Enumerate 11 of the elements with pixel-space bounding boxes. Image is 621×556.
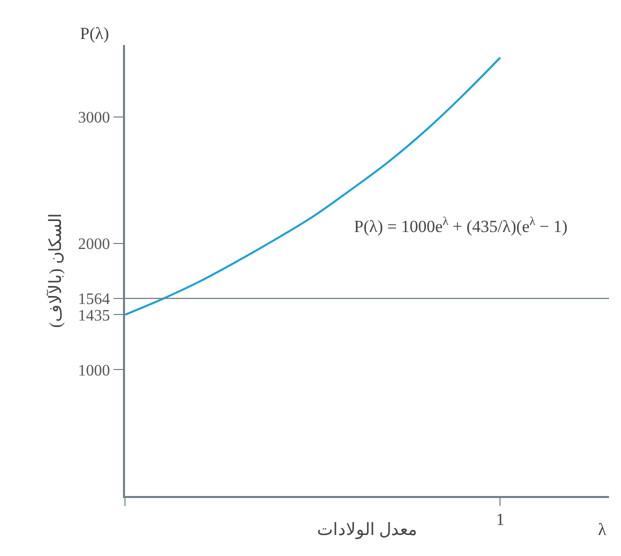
y-tick-label: 1435 [78, 307, 110, 324]
x-axis-title: معدل الولادات [316, 520, 418, 540]
text: P(λ) [80, 24, 110, 43]
annotation: P(λ) = 1000e$^{λ}$ + (435/λ)(e$^{λ}$ − 1) [354, 214, 568, 236]
text: 1 [496, 510, 504, 529]
y-axis-title: السكان (بالآلاف) [46, 213, 66, 328]
y-tick-label: 1000 [78, 362, 110, 380]
y-tick-label: 3000 [78, 110, 110, 127]
y-tick-label: 1564 [78, 291, 110, 308]
y-tick-label: 2000 [78, 236, 110, 253]
text: λ [598, 520, 607, 539]
